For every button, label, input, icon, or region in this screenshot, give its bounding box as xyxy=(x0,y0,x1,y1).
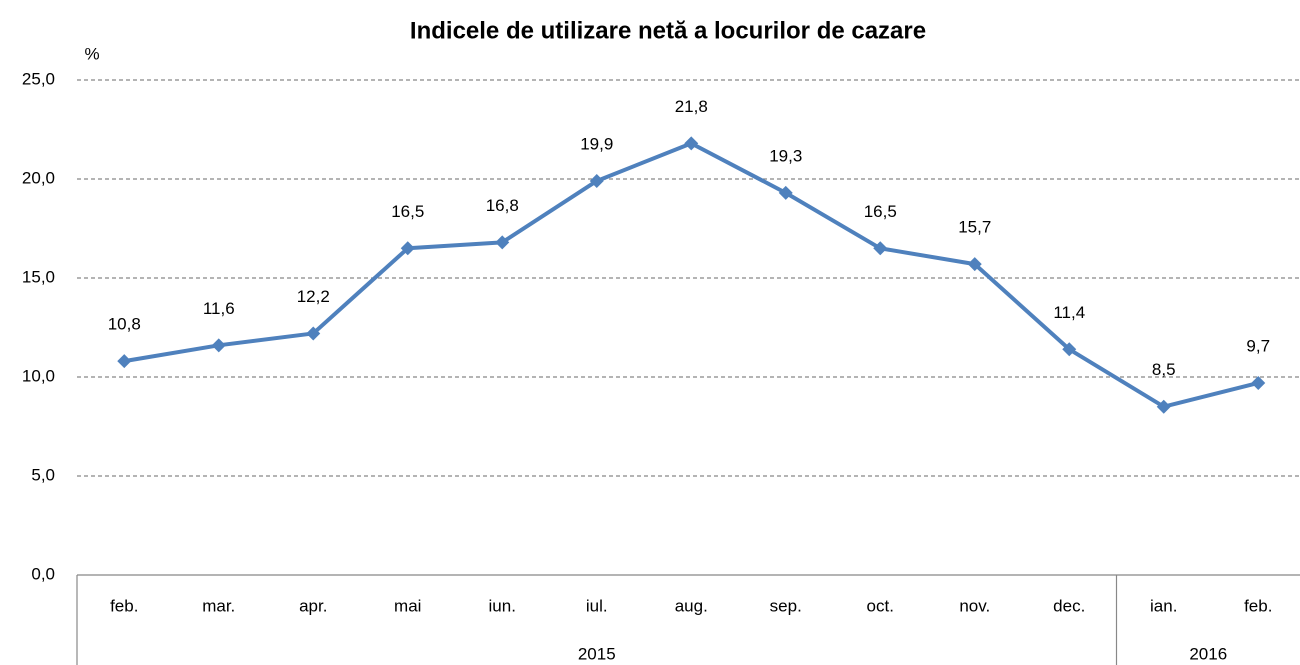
data-label: 16,5 xyxy=(864,202,897,221)
point-marker xyxy=(778,185,793,200)
data-label: 15,7 xyxy=(958,218,991,237)
series-line xyxy=(123,141,1259,409)
x-tick-label: iun. xyxy=(489,596,516,615)
data-label: 8,5 xyxy=(1152,360,1176,379)
x-tick-label: sep. xyxy=(770,596,802,615)
x-tick-label: oct. xyxy=(867,596,894,615)
point-marker xyxy=(117,354,132,369)
x-tick-label: feb. xyxy=(1244,596,1272,615)
x-tick-label: ian. xyxy=(1150,596,1177,615)
point-marker xyxy=(1062,342,1077,357)
point-marker xyxy=(589,173,604,188)
data-label: 16,5 xyxy=(391,202,424,221)
y-tick-label: 5,0 xyxy=(31,465,55,484)
x-tick-label: mar. xyxy=(202,596,235,615)
x-tick-label: apr. xyxy=(299,596,327,615)
point-marker xyxy=(684,136,699,151)
y-tick-label: 25,0 xyxy=(22,69,55,88)
point-marker xyxy=(306,326,321,341)
data-label: 9,7 xyxy=(1246,336,1270,355)
y-tick-label: 10,0 xyxy=(22,366,55,385)
x-tick-label: nov. xyxy=(959,596,990,615)
data-label: 21,8 xyxy=(675,97,708,116)
data-label: 16,8 xyxy=(486,196,519,215)
x-tick-label: iul. xyxy=(586,596,608,615)
data-label: 10,8 xyxy=(108,315,141,334)
x-tick-label: feb. xyxy=(110,596,138,615)
y-tick-label: 20,0 xyxy=(22,168,55,187)
point-marker xyxy=(1251,375,1266,390)
y-tick-label: 15,0 xyxy=(22,267,55,286)
x-tick-label: dec. xyxy=(1053,596,1085,615)
point-marker xyxy=(967,257,982,272)
data-label: 19,9 xyxy=(580,134,613,153)
point-marker xyxy=(495,235,510,250)
point-marker xyxy=(873,241,888,256)
point-marker xyxy=(400,241,415,256)
data-label: 11,6 xyxy=(203,299,235,318)
point-marker xyxy=(211,338,226,353)
group-label: 2015 xyxy=(578,644,616,663)
x-tick-label: mai xyxy=(394,596,421,615)
point-marker xyxy=(1156,399,1171,414)
group-label: 2016 xyxy=(1189,644,1227,663)
x-tick-label: aug. xyxy=(675,596,708,615)
data-label: 11,4 xyxy=(1053,303,1085,322)
data-label: 12,2 xyxy=(297,287,330,306)
chart-title: Indicele de utilizare netă a locurilor d… xyxy=(410,17,926,44)
data-label: 19,3 xyxy=(769,146,802,165)
y-axis-label: % xyxy=(84,44,99,63)
y-tick-label: 0,0 xyxy=(31,564,55,583)
